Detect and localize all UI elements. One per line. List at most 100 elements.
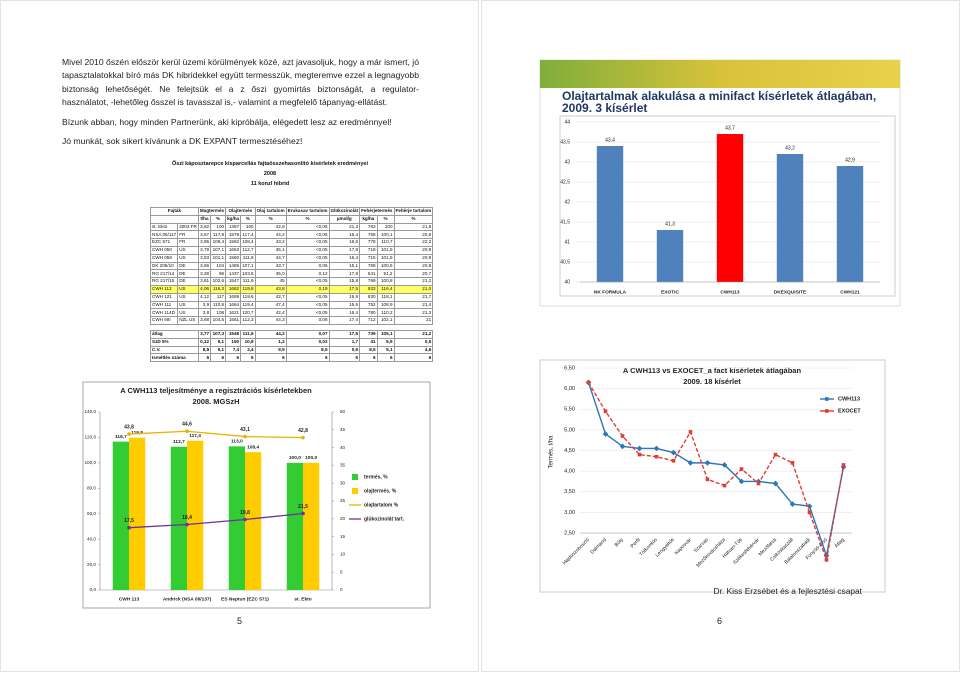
line-point <box>772 480 779 487</box>
table-row: EZC 571 FR 3,95 109,4 1582 108,4 43,2 <0,05 19,6… <box>149 238 434 247</box>
table-cell: CWH 68I <box>149 316 179 325</box>
line-point <box>824 558 829 562</box>
bar <box>303 462 320 590</box>
table-row: DK 206/10 DE 3,66 104 1485 107,1 43,7 0,06 15,1 7… <box>149 261 434 271</box>
chart-title: A CWH113 vs EXOCET_a fact kísérletek átl… <box>623 366 802 375</box>
data-label: 43,2 <box>785 145 795 151</box>
y-tick-label: 41 <box>564 239 570 245</box>
y-tick-label: 42 <box>564 199 570 205</box>
line-point <box>841 463 846 467</box>
line-point <box>773 452 778 457</box>
chart-title: 2009. 3 kísérlet <box>562 101 647 115</box>
bar <box>170 446 187 590</box>
line-point <box>790 461 795 465</box>
y-tick-label: 4,50 <box>564 448 575 454</box>
x-tick-label: Bóly <box>614 537 625 548</box>
y-tick-label: 6,50 <box>564 365 575 371</box>
x-tick-label: CWH113 <box>720 289 740 295</box>
page-number: 6 <box>717 616 723 626</box>
table-cell: 6 <box>197 353 212 363</box>
table-row: CWH 050 US 3,79 107,1 1663 112,7 45,1 <0,05 17,8… <box>149 245 434 255</box>
data-label: 100,0 <box>289 455 301 461</box>
legend-swatch <box>352 488 358 494</box>
bar <box>228 446 245 590</box>
y-tick-label: 2,50 <box>564 530 575 536</box>
y-tick-label: 43,5 <box>560 139 570 145</box>
text-block: Mivel 2010 őszén először kerül üzemi kör… <box>62 56 419 154</box>
legend-swatch <box>825 397 829 401</box>
y2-tick-label: 35 <box>340 463 346 468</box>
line-point <box>301 511 305 516</box>
y-tick-label: 60,0 <box>87 511 96 516</box>
y-tick-label: 44 <box>564 119 570 125</box>
line-point <box>807 510 812 515</box>
table-cell: 6 <box>328 353 361 363</box>
units-row: t/ha% kg/ha%%% µmol/g kg/ha%% <box>150 214 434 224</box>
chart-title: A CWH113 teljesítménye a regisztrációs k… <box>120 386 312 395</box>
table-title-line: 2008 <box>263 171 277 177</box>
paragraph: Mivel 2010 őszén először kerül üzemi kör… <box>62 57 419 108</box>
data-label: 100,0 <box>305 455 317 461</box>
y-tick-label: 20,0 <box>87 562 96 567</box>
table-cell: 6 <box>254 353 287 363</box>
x-tick-label: EXOTIC <box>661 289 679 295</box>
y2-tick-label: 40 <box>340 445 346 450</box>
bar <box>776 154 804 282</box>
data-label: 117,4 <box>189 433 201 439</box>
table-cell: 44,3 <box>254 316 287 325</box>
line-point <box>301 435 305 440</box>
data-label: 113,0 <box>231 439 243 445</box>
legend-label: EXOCET <box>838 408 861 414</box>
line-point <box>243 517 247 522</box>
line-point <box>185 522 189 527</box>
y2-tick-label: 15 <box>340 534 346 539</box>
line-point <box>602 431 609 437</box>
line-point <box>636 445 643 452</box>
x-tick-label: Andrick (NSA 06/137) <box>163 596 212 602</box>
y-tick-label: 5,00 <box>564 427 575 433</box>
line-point <box>704 460 711 466</box>
chart-title: 2009. 18 kísérlet <box>683 377 741 386</box>
x-tick-label: NK FORMULA <box>594 289 627 295</box>
y-tick-label: 3,50 <box>564 489 575 495</box>
y-tick-label: 40 <box>564 279 570 285</box>
left-sheet <box>0 0 479 672</box>
y-axis-label: Termés, t/ha <box>549 435 555 469</box>
bar <box>656 230 684 282</box>
line-series <box>128 512 304 529</box>
plot-frame <box>559 115 896 297</box>
caption: Dr. Kiss Erzsébet és a fejlesztési csapa… <box>713 586 862 596</box>
table-cell: 1561 <box>225 316 242 325</box>
data-label: 41,3 <box>665 221 675 227</box>
page-number: 5 <box>237 616 243 626</box>
chart-frame <box>539 359 886 593</box>
legend-label: CWH113 <box>838 396 860 402</box>
legend-swatch <box>352 474 358 480</box>
bar <box>836 166 864 282</box>
summary-row: Ismétlés száma 6 6 6 6 6 6 6 6 6 6 <box>150 353 434 363</box>
x-tick-label: CWH 113 <box>119 596 140 602</box>
paragraph: Jó munkát, sok sikert kívánunk a DK EXPA… <box>62 136 303 147</box>
line-point <box>586 380 591 385</box>
legend-label: olajtermés, % <box>364 488 397 494</box>
y-tick-label: 80,0 <box>87 486 96 491</box>
line-point <box>127 525 131 530</box>
y-tick-label: 40,5 <box>560 259 570 265</box>
x-tick-label: ES Neptun (EZC 571) <box>221 596 269 602</box>
table-cell: 6 <box>225 353 242 363</box>
data-label: 119,8 <box>131 430 143 436</box>
data-label: 112,7 <box>173 439 185 445</box>
line-point <box>603 409 608 414</box>
summary-row: átlag 3,77 107,3 1548 111,6 44,2 0,07 17,5 739 10… <box>150 329 434 339</box>
table-title-line: Őszi káposztarepce kisparcellás fajtaöss… <box>172 161 368 167</box>
line-point <box>243 434 247 439</box>
table-cell: 0,06 <box>285 316 330 325</box>
data-label: 43,7 <box>725 125 735 131</box>
data-label: 17,5 <box>124 518 134 524</box>
bar <box>596 146 624 282</box>
y-tick-label: 6,00 <box>564 386 575 392</box>
table-cell: 6 <box>376 353 395 363</box>
